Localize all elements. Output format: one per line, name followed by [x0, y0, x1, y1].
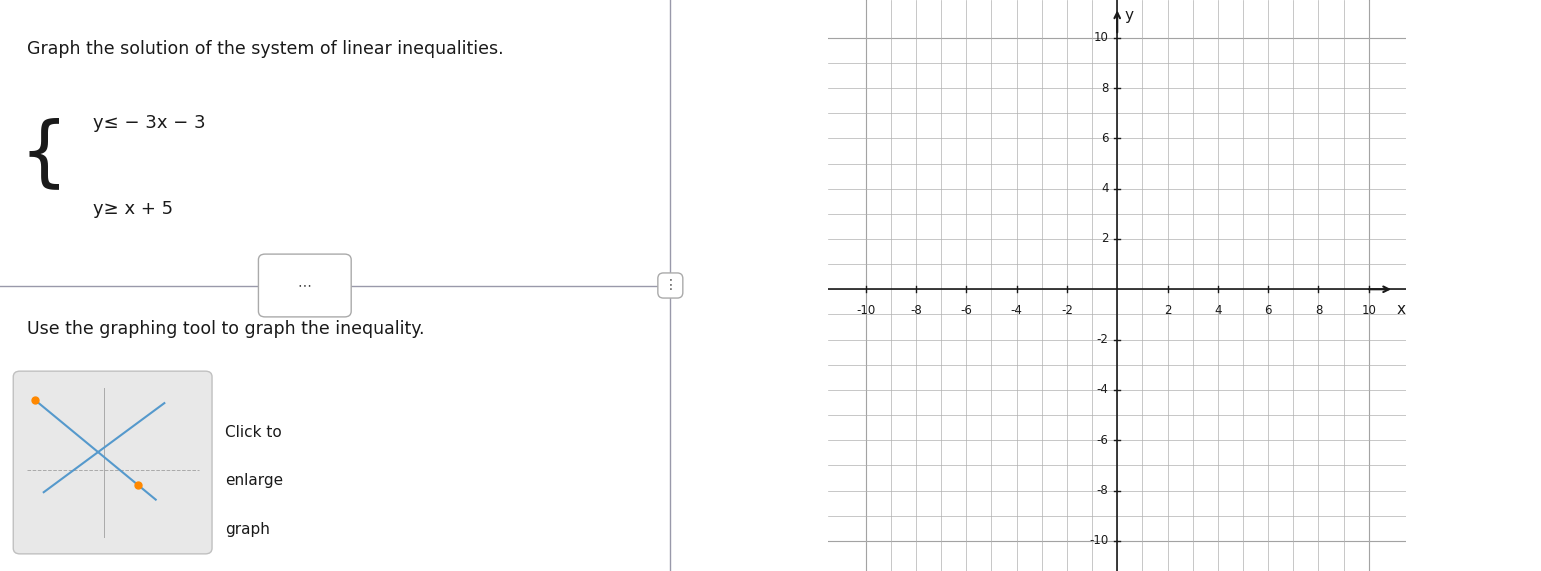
Text: ⋯: ⋯ — [297, 279, 311, 292]
Text: -4: -4 — [1097, 383, 1108, 396]
Text: -8: -8 — [911, 304, 922, 317]
Text: y≤ − 3x − 3: y≤ − 3x − 3 — [92, 114, 205, 132]
Text: 6: 6 — [1100, 132, 1108, 145]
Text: -10: -10 — [1089, 534, 1108, 548]
Text: 8: 8 — [1102, 82, 1108, 95]
Text: x: x — [1396, 302, 1405, 317]
FancyBboxPatch shape — [14, 371, 213, 554]
Text: 4: 4 — [1214, 304, 1222, 317]
Text: graph: graph — [225, 522, 270, 537]
Text: -8: -8 — [1097, 484, 1108, 497]
Text: 6: 6 — [1265, 304, 1271, 317]
Text: -2: -2 — [1062, 304, 1073, 317]
Text: -6: -6 — [960, 304, 972, 317]
Text: y: y — [1125, 7, 1134, 22]
Text: 2: 2 — [1163, 304, 1171, 317]
Text: y≥ x + 5: y≥ x + 5 — [92, 200, 173, 218]
Text: -6: -6 — [1097, 434, 1108, 447]
Text: Graph the solution of the system of linear inequalities.: Graph the solution of the system of line… — [26, 40, 502, 58]
FancyBboxPatch shape — [259, 254, 351, 317]
Text: ⋮: ⋮ — [663, 279, 678, 292]
Text: Use the graphing tool to graph the inequality.: Use the graphing tool to graph the inequ… — [26, 320, 424, 338]
Text: 10: 10 — [1094, 31, 1108, 44]
Text: {: { — [20, 117, 68, 191]
Text: 10: 10 — [1361, 304, 1376, 317]
Text: -10: -10 — [857, 304, 875, 317]
Text: -4: -4 — [1011, 304, 1023, 317]
Text: 8: 8 — [1314, 304, 1322, 317]
Text: enlarge: enlarge — [225, 473, 284, 488]
Text: 4: 4 — [1100, 182, 1108, 195]
Text: -2: -2 — [1097, 333, 1108, 346]
Text: 2: 2 — [1100, 232, 1108, 246]
Text: Click to: Click to — [225, 425, 282, 440]
